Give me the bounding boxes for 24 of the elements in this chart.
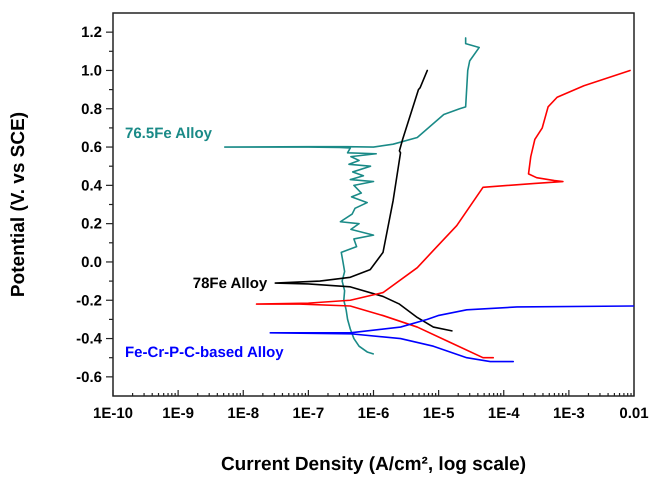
x-tick-label: 1E-8 <box>227 405 260 422</box>
x-tick-label: 1E-6 <box>358 405 390 422</box>
y-tick-label: 1.2 <box>81 24 102 42</box>
y-tick-label: 0.6 <box>81 139 102 156</box>
y-tick-label: 1.0 <box>81 62 102 80</box>
x-tick-label: 1E-7 <box>292 405 324 422</box>
y-axis-title: Potential (V. vs SCE) <box>8 112 29 298</box>
y-tick-label: -0.2 <box>76 292 102 310</box>
y-tick-label: 0.8 <box>81 100 102 118</box>
x-axis-title: Current Density (A/cm², log scale) <box>220 454 526 475</box>
x-tick-label: 1E-5 <box>422 405 454 422</box>
series-label: Fe-Cr-P-C-based Alloy <box>125 344 284 361</box>
series-label: 76.5Fe Alloy <box>125 125 213 142</box>
y-tick-label: 0.0 <box>81 254 102 271</box>
x-tick-label: 1E-3 <box>553 405 585 422</box>
y-tick-label: -0.6 <box>76 368 102 386</box>
x-tick-label: 1E-10 <box>92 405 134 422</box>
y-tick-label: 0.4 <box>81 177 103 194</box>
x-tick-label: 0.01 <box>619 405 649 422</box>
x-tick-label: 1E-9 <box>162 405 194 422</box>
series-label: 78Fe Alloy <box>192 275 268 292</box>
x-tick-label: 1E-4 <box>488 405 520 422</box>
y-tick-label: 0.2 <box>81 216 102 233</box>
y-tick-label: -0.4 <box>76 330 103 348</box>
